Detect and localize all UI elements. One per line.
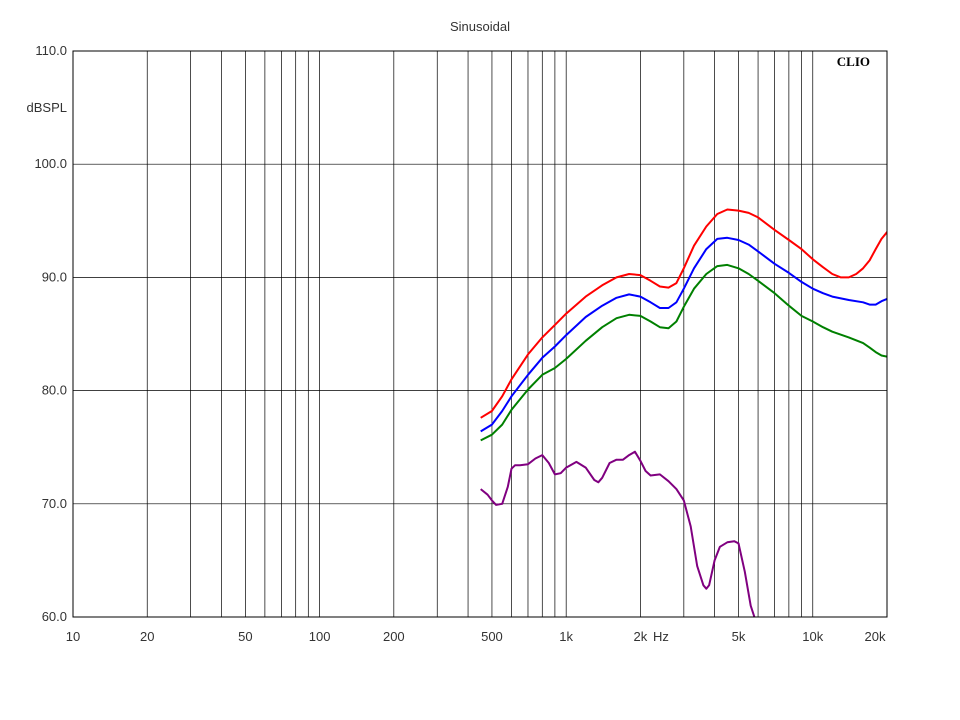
y-tick-label: 60.0: [42, 609, 67, 624]
y-axis-label: dBSPL: [27, 100, 67, 115]
plot-area-frame: [72, 50, 888, 618]
series-line-4: [480, 450, 756, 617]
x-tick-label: 2k: [634, 629, 648, 644]
x-tick-label: 5k: [732, 629, 746, 644]
grid: [73, 50, 887, 618]
series-line-3: [480, 263, 887, 442]
y-tick-label: 110.0: [35, 43, 67, 58]
x-tick-label: 50: [238, 629, 252, 644]
x-tick-label: 20: [140, 629, 154, 644]
series-line-2: [480, 236, 887, 433]
y-tick-label: 70.0: [42, 496, 67, 511]
x-tick-label: 100: [309, 629, 331, 644]
y-tick-label: 100.0: [34, 156, 67, 171]
x-tick-label: 1k: [559, 629, 573, 644]
x-tick-labels: 10 20 50 100 200 500 1k 2k 5k 10k 20k: [66, 629, 886, 644]
y-tick-labels: 110.0 100.0 90.0 80.0 70.0 60.0: [34, 43, 67, 624]
x-tick-label: 500: [481, 629, 503, 644]
x-tick-label: 10k: [802, 629, 823, 644]
series-line-1: [480, 208, 887, 419]
x-tick-label: 20k: [865, 629, 886, 644]
chart-title: Sinusoidal: [450, 19, 510, 34]
series-lines: [480, 208, 887, 617]
y-tick-label: 90.0: [42, 269, 67, 284]
x-axis-unit-label: Hz: [653, 629, 669, 644]
brand-logo: CLIO: [837, 54, 870, 69]
x-tick-label: 10: [66, 629, 80, 644]
x-tick-label: 200: [383, 629, 405, 644]
y-tick-label: 80.0: [42, 383, 67, 398]
